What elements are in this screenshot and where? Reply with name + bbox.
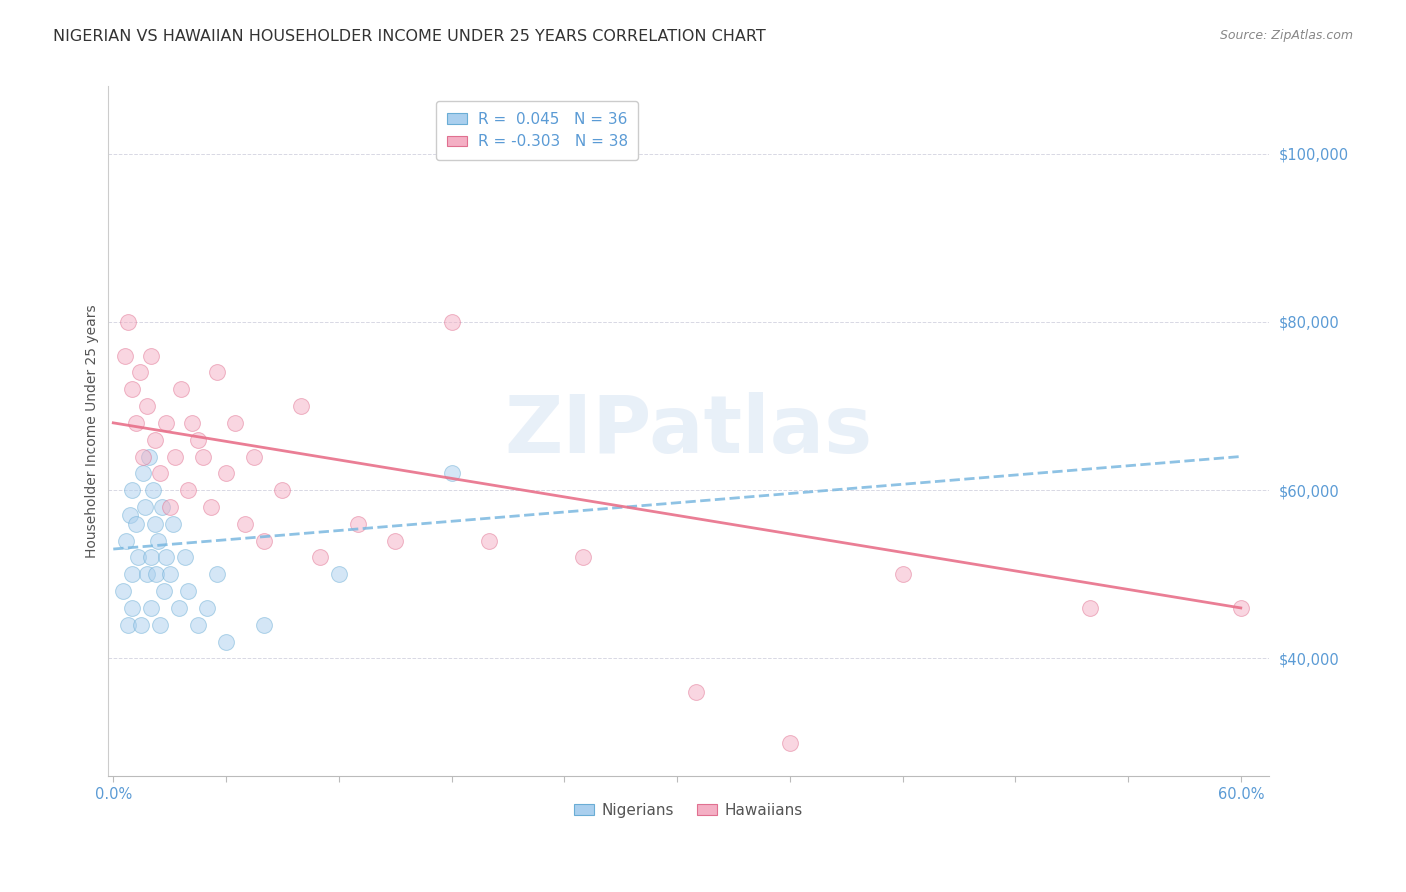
Point (233, 516, 256, 531)
Point (1080, 601, 1102, 615)
Point (195, 601, 218, 615)
Point (173, 550, 195, 565)
Point (121, 567, 143, 582)
Point (115, 533, 138, 548)
Point (155, 550, 177, 565)
Point (127, 550, 149, 565)
Point (138, 450, 160, 464)
Point (132, 467, 155, 481)
Point (170, 382, 193, 396)
Point (120, 508, 142, 523)
Point (309, 550, 332, 565)
Point (114, 349, 136, 363)
Point (187, 617, 209, 632)
Point (290, 399, 312, 413)
Point (143, 433, 166, 447)
Text: ZIPatlas: ZIPatlas (505, 392, 873, 470)
Point (205, 365, 228, 379)
Point (149, 467, 172, 481)
Text: NIGERIAN VS HAWAIIAN HOUSEHOLDER INCOME UNDER 25 YEARS CORRELATION CHART: NIGERIAN VS HAWAIIAN HOUSEHOLDER INCOME … (53, 29, 766, 44)
Point (215, 634, 238, 648)
Point (252, 533, 274, 548)
Point (149, 617, 172, 632)
Point (891, 567, 914, 582)
Point (165, 450, 187, 464)
Point (167, 601, 190, 615)
Point (177, 483, 200, 497)
Point (346, 516, 368, 531)
Point (134, 500, 156, 514)
Point (155, 416, 177, 430)
Point (128, 365, 150, 379)
Point (252, 617, 274, 632)
Point (181, 416, 204, 430)
Point (121, 483, 143, 497)
Point (187, 433, 209, 447)
Point (200, 500, 222, 514)
Point (440, 467, 463, 481)
Point (328, 567, 350, 582)
Point (215, 467, 238, 481)
Point (150, 500, 173, 514)
Point (139, 550, 162, 565)
Point (125, 516, 148, 531)
Point (177, 584, 200, 599)
Text: Source: ZipAtlas.com: Source: ZipAtlas.com (1219, 29, 1353, 42)
Point (205, 567, 228, 582)
Point (153, 584, 176, 599)
Point (121, 601, 143, 615)
Point (143, 516, 166, 531)
Point (478, 533, 501, 548)
Y-axis label: Householder Income Under 25 years: Householder Income Under 25 years (86, 304, 100, 558)
Point (193, 450, 215, 464)
Point (224, 416, 246, 430)
Point (159, 567, 181, 582)
Point (111, 584, 134, 599)
Point (139, 601, 162, 615)
Point (159, 500, 181, 514)
Point (685, 685, 707, 699)
Point (125, 416, 148, 430)
Point (243, 450, 266, 464)
Point (121, 382, 143, 396)
Point (384, 533, 406, 548)
Point (162, 516, 184, 531)
Point (139, 349, 162, 363)
Point (148, 533, 170, 548)
Point (132, 450, 155, 464)
Point (145, 567, 167, 582)
Point (142, 483, 165, 497)
Point (572, 550, 595, 565)
Point (779, 735, 801, 749)
Point (136, 399, 159, 413)
Point (1229, 601, 1251, 615)
Point (117, 315, 139, 329)
Point (131, 617, 153, 632)
Point (136, 567, 159, 582)
Legend: Nigerians, Hawaiians: Nigerians, Hawaiians (568, 797, 808, 823)
Point (440, 315, 463, 329)
Point (271, 483, 294, 497)
Point (117, 617, 139, 632)
